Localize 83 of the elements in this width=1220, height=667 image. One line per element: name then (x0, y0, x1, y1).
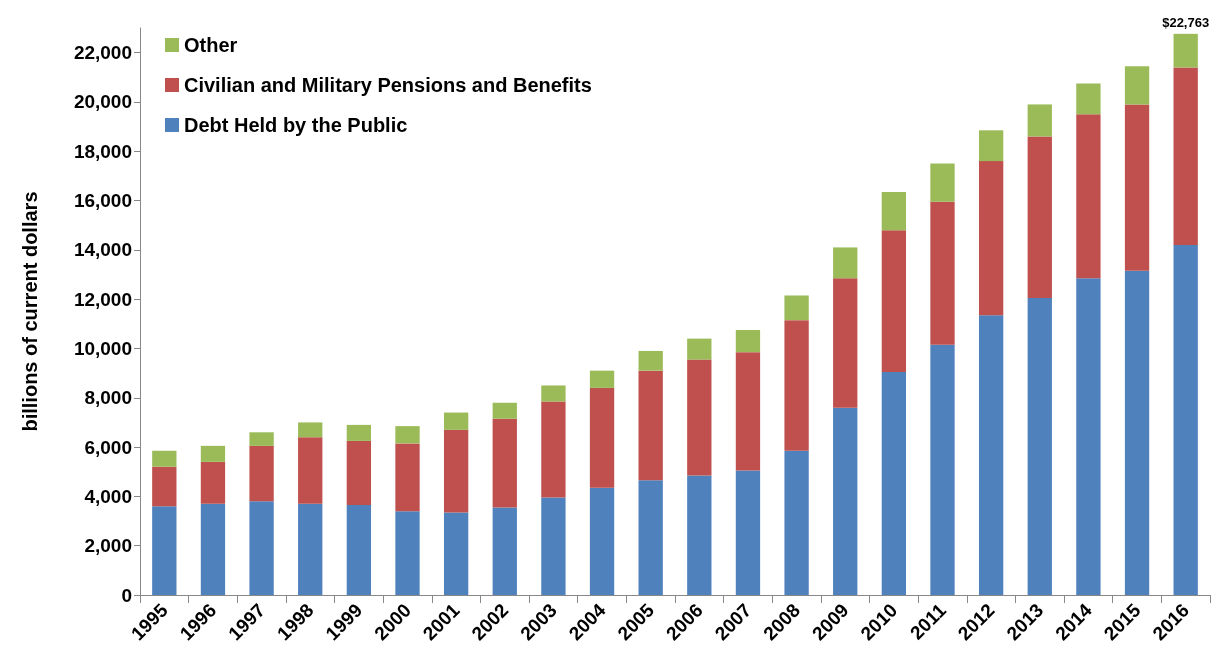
bar (1173, 33, 1198, 68)
bar (638, 350, 663, 371)
bar (1124, 104, 1150, 271)
y-tick-label: 2,000 (84, 535, 132, 557)
bar (978, 161, 1004, 316)
bar (735, 329, 761, 353)
bar (541, 401, 566, 498)
bar (687, 475, 712, 595)
bar (200, 461, 226, 504)
bar (833, 407, 858, 595)
bar (638, 370, 663, 481)
bar (589, 387, 615, 488)
bar (152, 450, 177, 467)
bar (930, 201, 955, 345)
bar (930, 344, 955, 595)
bar (735, 352, 761, 471)
bar (1124, 66, 1150, 105)
bar (833, 247, 858, 279)
bar (346, 424, 372, 441)
bar (1173, 244, 1198, 595)
bar (978, 315, 1004, 595)
bar (1076, 278, 1101, 595)
bar (784, 320, 809, 451)
y-tick-label: 22,000 (73, 42, 132, 64)
y-axis-title: billions of current dollars (19, 191, 41, 432)
bar (589, 370, 615, 388)
bar (249, 432, 274, 446)
bar (200, 503, 226, 595)
bar (298, 437, 323, 504)
bar (833, 278, 858, 408)
bar (492, 402, 517, 419)
bar (152, 466, 177, 507)
y-tick-label: 4,000 (84, 485, 132, 507)
y-tick-label: 20,000 (73, 91, 132, 113)
bar (152, 506, 177, 595)
bar (249, 501, 274, 595)
bar (249, 445, 274, 502)
bar (200, 445, 226, 462)
bar (784, 450, 809, 595)
y-tick-label: 0 (121, 584, 132, 606)
bar (784, 295, 809, 321)
bar (1027, 297, 1052, 595)
bar (1173, 67, 1198, 245)
legend-label: Debt Held by the Public (184, 114, 408, 136)
bar (1076, 114, 1101, 279)
bar (1027, 136, 1052, 298)
y-tick-label: 16,000 (73, 190, 132, 212)
bar (1124, 270, 1150, 595)
bar (346, 505, 372, 595)
bar (881, 371, 907, 595)
bar (541, 497, 566, 595)
bar (687, 338, 712, 360)
bar (687, 359, 712, 476)
bar (298, 422, 323, 438)
bar (443, 412, 469, 430)
legend-label: Civilian and Military Pensions and Benefits (184, 74, 592, 96)
y-tick-label: 18,000 (73, 140, 132, 162)
bar (541, 385, 566, 402)
bar (395, 443, 420, 512)
bar (881, 230, 907, 372)
bar (589, 487, 615, 595)
bar (395, 426, 420, 444)
bar (638, 480, 663, 595)
bar (1076, 83, 1101, 115)
bar (492, 418, 517, 508)
bar (298, 503, 323, 595)
legend-label: Other (184, 34, 238, 56)
total-label: $22,763 (1162, 14, 1210, 30)
bar (978, 130, 1004, 162)
y-tick-label: 8,000 (84, 387, 132, 409)
bar (492, 507, 517, 595)
bar (443, 429, 469, 513)
bar (735, 470, 761, 595)
bar (346, 440, 372, 506)
bar (930, 163, 955, 202)
y-tick-label: 10,000 (73, 337, 132, 359)
y-tick-label: 12,000 (73, 288, 132, 310)
bar (395, 511, 420, 595)
bar (881, 191, 907, 231)
y-tick-label: 6,000 (84, 436, 132, 458)
bar (1027, 104, 1052, 137)
y-tick-label: 14,000 (73, 239, 132, 261)
bar (443, 512, 469, 595)
